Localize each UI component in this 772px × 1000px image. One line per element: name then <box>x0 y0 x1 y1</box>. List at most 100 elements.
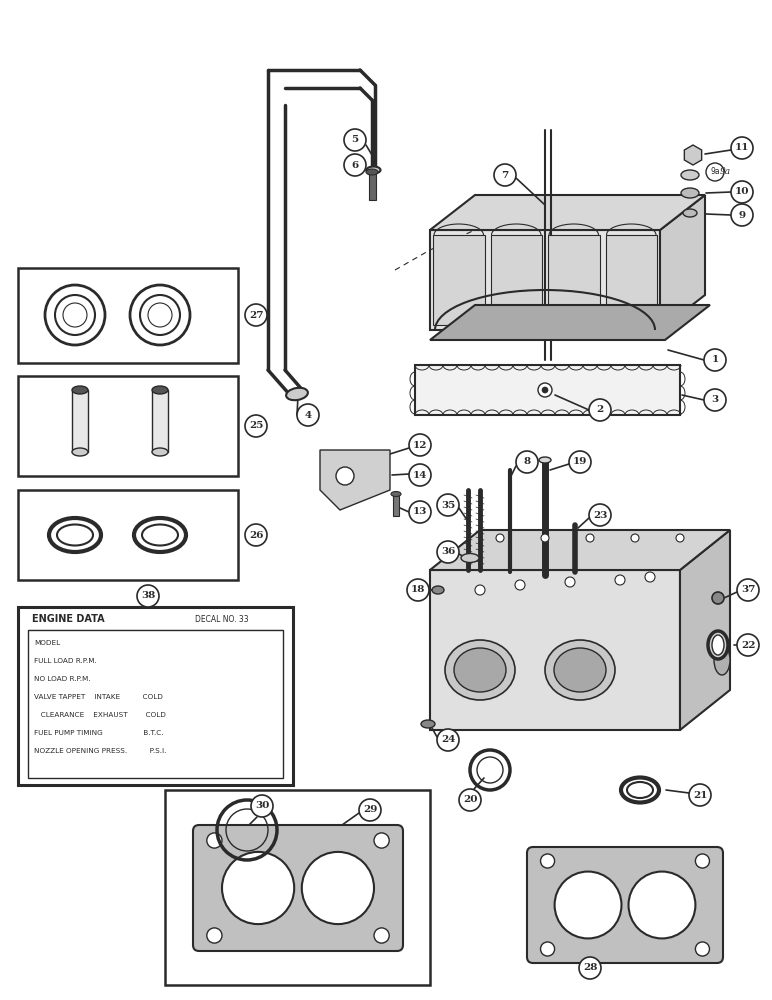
Ellipse shape <box>421 720 435 728</box>
Circle shape <box>704 349 726 371</box>
Circle shape <box>554 872 621 938</box>
Text: 37: 37 <box>741 585 755 594</box>
Text: 25: 25 <box>249 422 263 430</box>
Text: NOZZLE OPENING PRESS.          P.S.I.: NOZZLE OPENING PRESS. P.S.I. <box>34 748 167 754</box>
Polygon shape <box>548 235 600 325</box>
Circle shape <box>245 304 267 326</box>
Text: MODEL: MODEL <box>34 640 60 646</box>
Text: 11: 11 <box>735 143 750 152</box>
Circle shape <box>731 181 753 203</box>
Bar <box>393 494 399 516</box>
Text: FUEL PUMP TIMING                  B.T.C.: FUEL PUMP TIMING B.T.C. <box>34 730 164 736</box>
Circle shape <box>459 789 481 811</box>
Circle shape <box>137 585 159 607</box>
Circle shape <box>696 854 709 868</box>
Text: 26: 26 <box>249 530 263 540</box>
Ellipse shape <box>683 209 697 217</box>
Circle shape <box>540 854 554 868</box>
Circle shape <box>207 928 222 943</box>
Circle shape <box>407 579 429 601</box>
Polygon shape <box>490 235 542 325</box>
Bar <box>18 268 238 363</box>
Ellipse shape <box>445 640 515 700</box>
Circle shape <box>245 415 267 437</box>
Circle shape <box>344 154 366 176</box>
Text: 4: 4 <box>304 410 312 420</box>
Circle shape <box>542 387 548 393</box>
Circle shape <box>222 852 294 924</box>
Text: 20: 20 <box>462 796 477 804</box>
Text: 38: 38 <box>141 591 155 600</box>
Text: CLEARANCE    EXHAUST        COLD: CLEARANCE EXHAUST COLD <box>34 712 166 718</box>
Text: 3: 3 <box>712 395 719 404</box>
Bar <box>18 607 293 785</box>
Text: 35: 35 <box>441 500 455 510</box>
Ellipse shape <box>681 188 699 198</box>
Circle shape <box>615 575 625 585</box>
Text: 27: 27 <box>249 310 263 320</box>
Circle shape <box>538 383 552 397</box>
Bar <box>18 376 238 476</box>
Bar <box>165 790 430 985</box>
Ellipse shape <box>391 491 401 496</box>
Ellipse shape <box>539 457 551 463</box>
Text: 2: 2 <box>597 406 604 414</box>
Bar <box>152 390 168 452</box>
Text: VALVE TAPPET    INTAKE          COLD: VALVE TAPPET INTAKE COLD <box>34 694 163 700</box>
Circle shape <box>540 942 554 956</box>
Ellipse shape <box>72 386 88 394</box>
Text: 23: 23 <box>593 510 608 520</box>
Ellipse shape <box>367 166 381 174</box>
Text: 21: 21 <box>692 790 707 800</box>
Circle shape <box>579 957 601 979</box>
Circle shape <box>374 833 389 848</box>
Text: 24: 24 <box>441 736 455 744</box>
Circle shape <box>631 534 639 542</box>
Circle shape <box>645 572 655 582</box>
Text: 6: 6 <box>351 160 359 169</box>
Circle shape <box>63 303 87 327</box>
Polygon shape <box>320 450 390 510</box>
Circle shape <box>731 204 753 226</box>
Polygon shape <box>433 235 485 325</box>
Ellipse shape <box>366 169 378 175</box>
Bar <box>369 172 376 200</box>
Circle shape <box>706 163 724 181</box>
Text: 29: 29 <box>363 806 378 814</box>
Bar <box>18 490 238 580</box>
Circle shape <box>565 577 575 587</box>
Polygon shape <box>680 530 730 730</box>
Ellipse shape <box>712 592 724 604</box>
Text: 28: 28 <box>583 964 598 972</box>
Circle shape <box>541 534 549 542</box>
Text: 10: 10 <box>735 188 750 196</box>
Circle shape <box>359 799 381 821</box>
Ellipse shape <box>432 586 444 594</box>
Text: 19: 19 <box>573 458 587 466</box>
Circle shape <box>676 534 684 542</box>
Text: 12: 12 <box>413 440 427 450</box>
Circle shape <box>437 729 459 751</box>
Circle shape <box>516 451 538 473</box>
Ellipse shape <box>152 386 168 394</box>
Polygon shape <box>415 365 680 415</box>
Text: 8: 8 <box>523 458 530 466</box>
Circle shape <box>344 129 366 151</box>
Text: 30: 30 <box>255 802 269 810</box>
Circle shape <box>207 833 222 848</box>
Polygon shape <box>430 230 660 330</box>
Text: DECAL NO. 33: DECAL NO. 33 <box>195 614 249 624</box>
Circle shape <box>586 534 594 542</box>
FancyBboxPatch shape <box>527 847 723 963</box>
Circle shape <box>628 872 696 938</box>
Polygon shape <box>430 305 710 340</box>
Text: 9a: 9a <box>720 167 731 176</box>
Text: 7: 7 <box>501 170 509 180</box>
Circle shape <box>302 852 374 924</box>
Circle shape <box>515 580 525 590</box>
Text: 5: 5 <box>351 135 358 144</box>
Text: 36: 36 <box>441 548 455 556</box>
Bar <box>72 390 88 452</box>
Circle shape <box>494 164 516 186</box>
Circle shape <box>696 942 709 956</box>
